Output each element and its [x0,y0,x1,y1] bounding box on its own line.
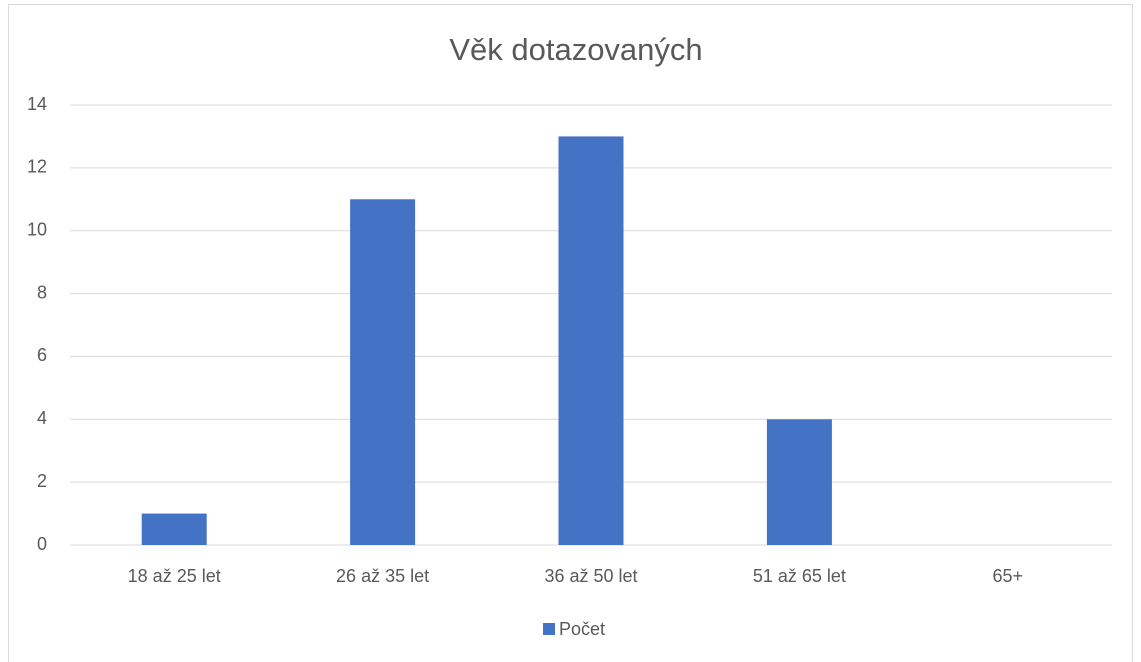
y-tick-label: 12 [27,157,47,177]
y-tick-label: 4 [37,408,47,428]
bar [141,513,207,545]
x-tick-label: 36 až 50 let [544,566,637,586]
x-tick-label: 18 až 25 let [128,566,221,586]
y-tick-label: 10 [27,219,47,239]
bar [350,199,416,546]
y-tick-label: 14 [27,94,47,114]
bar [558,136,624,545]
y-tick-label: 6 [37,345,47,365]
x-tick-label: 51 až 65 let [753,566,846,586]
legend-swatch [543,623,555,635]
chart-title: Věk dotazovaných [449,32,702,67]
legend-label: Počet [559,619,605,639]
x-tick-label: 26 až 35 let [336,566,429,586]
x-tick-label: 65+ [993,566,1024,586]
bar [766,419,832,545]
y-tick-label: 0 [37,534,47,554]
y-tick-label: 2 [37,471,47,491]
y-tick-label: 8 [37,282,47,302]
